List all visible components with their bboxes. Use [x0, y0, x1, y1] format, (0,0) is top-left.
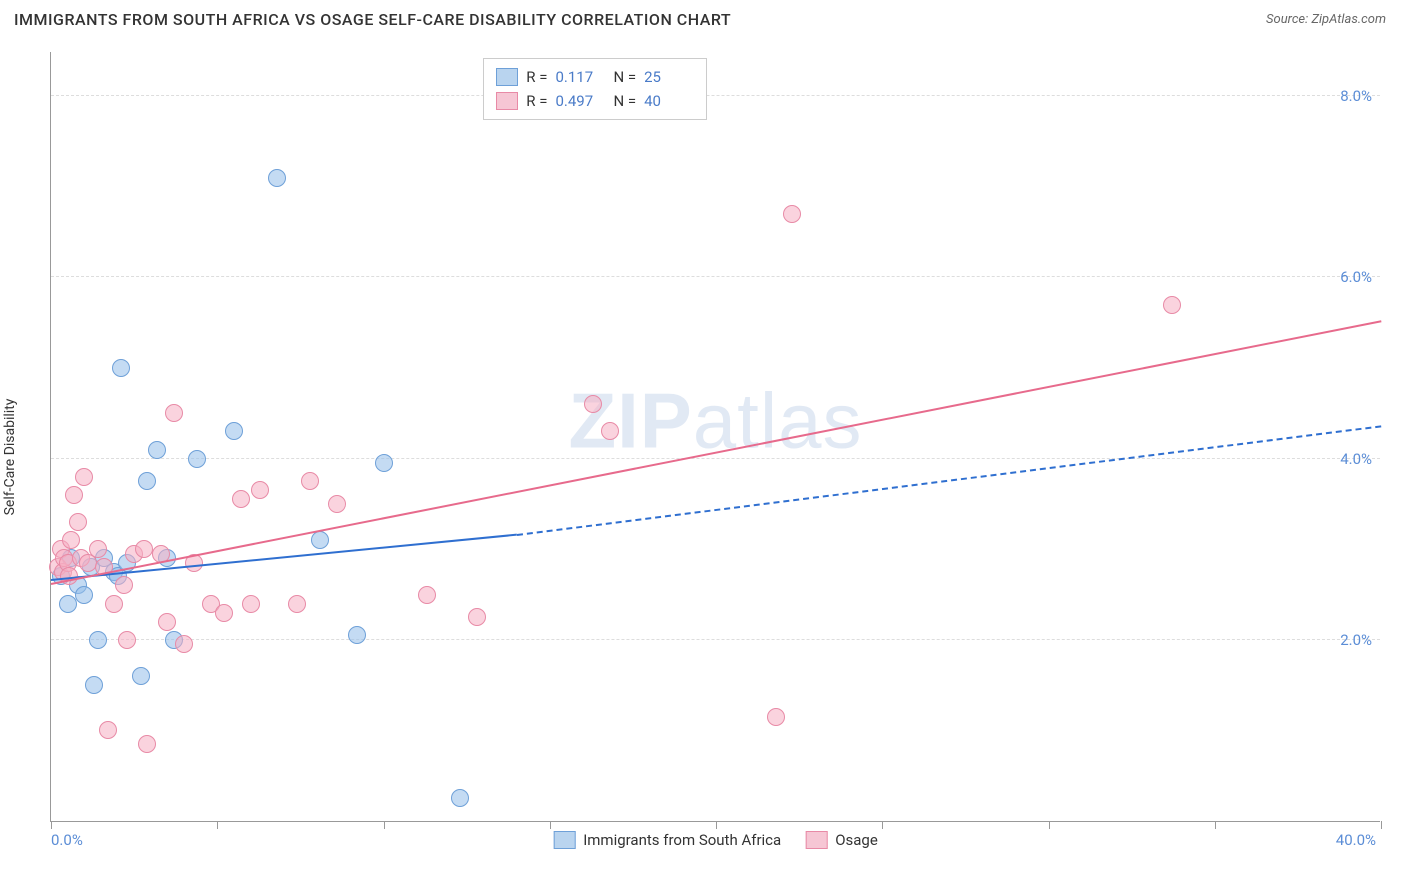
- trend-line: [51, 321, 1381, 586]
- plot-area: ZIPatlas 2.0%4.0%6.0%8.0%0.0%40.0%R =0.1…: [50, 52, 1380, 822]
- y-tick-label: 8.0%: [1340, 87, 1372, 105]
- data-point: [85, 676, 103, 694]
- y-axis-label: Self-Care Disability: [2, 399, 18, 516]
- data-point: [135, 540, 153, 558]
- data-point: [65, 486, 83, 504]
- source-attr: Source: ZipAtlas.com: [1266, 12, 1386, 27]
- x-max-label: 40.0%: [1336, 831, 1376, 849]
- y-tick-label: 2.0%: [1340, 631, 1372, 649]
- legend-swatch: [496, 68, 518, 86]
- correlation-legend: R = 0.117 N = 25 R = 0.497 N = 40: [483, 58, 707, 120]
- data-point: [783, 205, 801, 223]
- data-point: [138, 735, 156, 753]
- data-point: [158, 613, 176, 631]
- data-point: [601, 422, 619, 440]
- gridline: [51, 639, 1380, 640]
- x-tick: [1381, 821, 1382, 829]
- x-tick: [716, 821, 717, 829]
- data-point: [215, 604, 233, 622]
- data-point: [138, 472, 156, 490]
- data-point: [225, 422, 243, 440]
- data-point: [767, 708, 785, 726]
- data-point: [62, 531, 80, 549]
- data-point: [418, 586, 436, 604]
- x-tick: [882, 821, 883, 829]
- source-name: ZipAtlas.com: [1311, 12, 1386, 27]
- data-point: [75, 586, 93, 604]
- legend-item: Immigrants from South Africa: [553, 831, 781, 849]
- y-tick-label: 6.0%: [1340, 268, 1372, 286]
- r-value: 0.117: [555, 65, 605, 89]
- legend-label: Immigrants from South Africa: [583, 831, 781, 849]
- data-point: [115, 576, 133, 594]
- x-tick: [217, 821, 218, 829]
- data-point: [268, 169, 286, 187]
- legend-row: R = 0.117 N = 25: [496, 65, 694, 89]
- data-point: [175, 635, 193, 653]
- n-label: N =: [613, 89, 636, 113]
- series-legend: Immigrants from South Africa Osage: [553, 831, 878, 849]
- r-value: 0.497: [555, 89, 605, 113]
- data-point: [89, 540, 107, 558]
- n-value: 25: [644, 65, 694, 89]
- data-point: [242, 595, 260, 613]
- x-tick: [1215, 821, 1216, 829]
- data-point: [232, 490, 250, 508]
- data-point: [69, 513, 87, 531]
- legend-item: Osage: [805, 831, 878, 849]
- x-tick: [384, 821, 385, 829]
- legend-swatch: [805, 831, 827, 849]
- data-point: [89, 631, 107, 649]
- data-point: [311, 531, 329, 549]
- data-point: [1163, 296, 1181, 314]
- data-point: [301, 472, 319, 490]
- data-point: [375, 454, 393, 472]
- data-point: [288, 595, 306, 613]
- trend-line: [516, 425, 1381, 536]
- gridline: [51, 276, 1380, 277]
- r-label: R =: [526, 89, 547, 113]
- data-point: [105, 595, 123, 613]
- x-tick: [51, 821, 52, 829]
- data-point: [112, 359, 130, 377]
- source-label: Source:: [1266, 12, 1308, 27]
- legend-row: R = 0.497 N = 40: [496, 89, 694, 113]
- data-point: [132, 667, 150, 685]
- data-point: [451, 789, 469, 807]
- x-min-label: 0.0%: [51, 831, 83, 849]
- data-point: [59, 595, 77, 613]
- gridline: [51, 458, 1380, 459]
- data-point: [148, 441, 166, 459]
- x-tick: [1049, 821, 1050, 829]
- page-title: IMMIGRANTS FROM SOUTH AFRICA VS OSAGE SE…: [14, 10, 731, 29]
- legend-label: Osage: [835, 831, 878, 849]
- data-point: [99, 721, 117, 739]
- gridline: [51, 95, 1380, 96]
- data-point: [251, 481, 269, 499]
- data-point: [188, 450, 206, 468]
- data-point: [118, 631, 136, 649]
- legend-swatch: [496, 92, 518, 110]
- data-point: [348, 626, 366, 644]
- data-point: [584, 395, 602, 413]
- data-point: [328, 495, 346, 513]
- y-tick-label: 4.0%: [1340, 450, 1372, 468]
- x-tick: [550, 821, 551, 829]
- data-point: [75, 468, 93, 486]
- scatter-chart: Self-Care Disability ZIPatlas 2.0%4.0%6.…: [0, 42, 1406, 872]
- r-label: R =: [526, 65, 547, 89]
- legend-swatch: [553, 831, 575, 849]
- data-point: [165, 404, 183, 422]
- n-label: N =: [613, 65, 636, 89]
- n-value: 40: [644, 89, 694, 113]
- data-point: [468, 608, 486, 626]
